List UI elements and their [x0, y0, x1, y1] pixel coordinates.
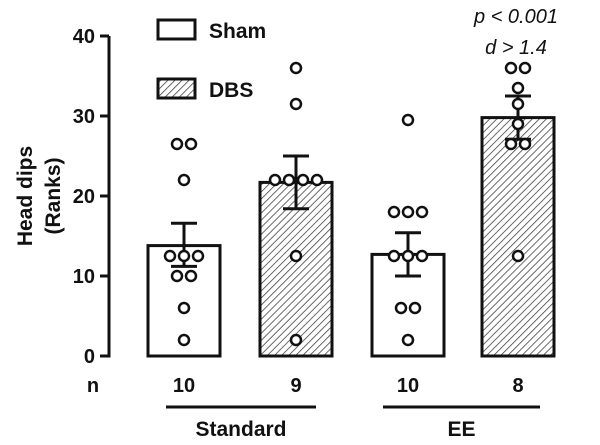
- data-point: [511, 117, 525, 131]
- p-value-annotation: p < 0.001: [473, 6, 558, 28]
- y-tick-label: 0: [84, 346, 95, 368]
- data-point: [177, 249, 191, 263]
- y-axis-label-line1: Head dips: [14, 146, 37, 246]
- data-point: [401, 113, 415, 127]
- data-point: [401, 249, 415, 263]
- legend: Sham DBS: [156, 18, 266, 102]
- n-value: 10: [173, 375, 195, 397]
- data-point: [511, 81, 525, 95]
- data-point: [163, 249, 177, 263]
- legend-label: DBS: [209, 79, 253, 102]
- legend-label: Sham: [209, 20, 266, 43]
- bar: [258, 180, 334, 358]
- data-point: [310, 173, 324, 187]
- data-point: [394, 301, 408, 315]
- legend-swatch: [156, 18, 197, 41]
- data-point: [289, 61, 303, 75]
- data-point: [518, 61, 532, 75]
- group-label: Standard: [195, 418, 286, 441]
- y-tick-label: 30: [73, 106, 95, 128]
- n-label: n: [87, 375, 99, 397]
- effect-size-annotation: d > 1.4: [485, 37, 547, 59]
- n-value: 9: [290, 375, 301, 397]
- data-point: [387, 249, 401, 263]
- data-point: [177, 301, 191, 315]
- y-tick-label: 40: [73, 26, 95, 48]
- data-point: [401, 205, 415, 219]
- n-value: 8: [512, 375, 523, 397]
- bottom-labels: n 10 9 10 8 Standard EE: [87, 375, 540, 441]
- data-point: [282, 173, 296, 187]
- data-point: [170, 269, 184, 283]
- data-point: [184, 269, 198, 283]
- data-point: [268, 173, 282, 187]
- y-tick-label: 10: [73, 266, 95, 288]
- data-point: [511, 249, 525, 263]
- data-point: [387, 205, 401, 219]
- data-point: [184, 137, 198, 151]
- group-label: EE: [447, 418, 475, 441]
- data-point: [408, 301, 422, 315]
- y-axis-label-line2: (Ranks): [42, 157, 65, 234]
- data-point: [177, 173, 191, 187]
- y-tick-label: 20: [73, 186, 95, 208]
- data-point: [170, 137, 184, 151]
- data-point: [518, 137, 532, 151]
- n-value: 10: [397, 375, 419, 397]
- data-point: [511, 97, 525, 111]
- bar: [480, 116, 556, 358]
- data-point: [296, 173, 310, 187]
- data-point: [504, 61, 518, 75]
- data-point: [289, 97, 303, 111]
- data-point: [191, 249, 205, 263]
- axes: 0 10 20 30 40: [73, 26, 111, 368]
- data-point: [415, 205, 429, 219]
- bars: [146, 61, 556, 358]
- data-point: [504, 137, 518, 151]
- data-point: [289, 249, 303, 263]
- data-point: [401, 333, 415, 347]
- data-point: [289, 333, 303, 347]
- data-point: [415, 249, 429, 263]
- data-point: [177, 333, 191, 347]
- legend-swatch: [156, 77, 197, 100]
